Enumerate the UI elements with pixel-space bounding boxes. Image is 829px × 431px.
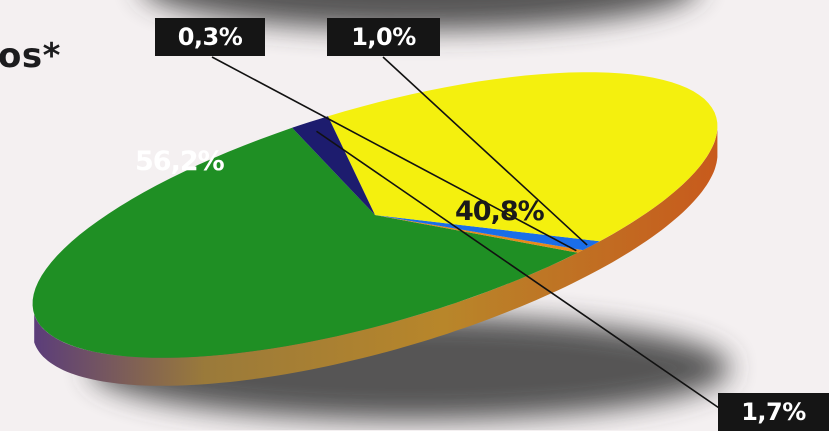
pie-slice-2 xyxy=(375,215,600,251)
leader-line-navy xyxy=(316,130,723,411)
slice-label-green: 56,2% xyxy=(135,146,225,177)
pie-rim xyxy=(34,129,718,386)
top-shadow xyxy=(156,0,684,30)
pie-slice-1 xyxy=(375,215,583,253)
pie-slice-3 xyxy=(328,72,718,242)
callout-label-navy: 1,7% xyxy=(718,393,829,431)
chart-title-fragment: os* xyxy=(0,36,61,76)
callout-label-blue: 1,0% xyxy=(327,18,440,56)
slice-group xyxy=(32,72,718,358)
pie-slice-4 xyxy=(292,116,375,215)
slice-label-yellow: 40,8% xyxy=(455,196,545,227)
callout-label-orange: 0,3% xyxy=(155,18,265,56)
leader-lines xyxy=(211,56,723,411)
leader-line-blue xyxy=(382,56,588,246)
pie-slice-0 xyxy=(32,127,578,358)
leader-line-orange xyxy=(211,56,577,252)
